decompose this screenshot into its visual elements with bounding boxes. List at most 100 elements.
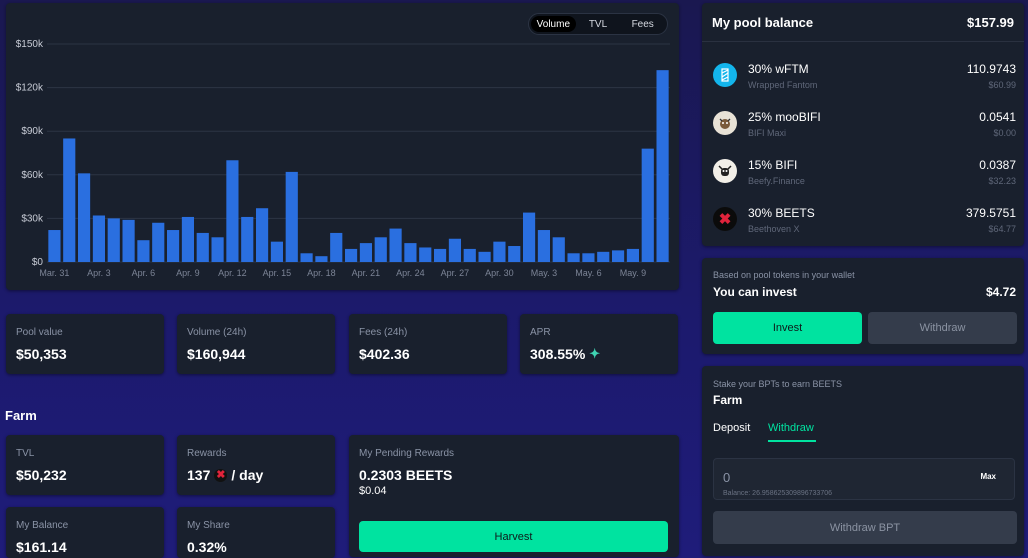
volume-bar[interactable] <box>597 251 610 262</box>
y-tick-label: $90k <box>21 126 44 137</box>
sparkle-icon[interactable]: ✦ <box>589 346 601 361</box>
toggle-tvl[interactable]: TVL <box>588 18 608 30</box>
token-usd: $0.00 <box>993 128 1016 138</box>
volume-bar[interactable] <box>419 247 432 262</box>
harvest-button[interactable]: Harvest <box>359 521 668 552</box>
withdraw-button[interactable]: Withdraw <box>868 312 1017 344</box>
volume-bar[interactable] <box>552 237 565 262</box>
tab-deposit[interactable]: Deposit <box>713 422 751 434</box>
token-name: 25% mooBIFI <box>748 110 821 124</box>
volume-bar[interactable] <box>78 173 91 262</box>
stat-label: TVL <box>16 448 35 459</box>
token-name: 15% BIFI <box>748 158 798 172</box>
stat-value: $50,232 <box>16 467 154 483</box>
volume-bar[interactable] <box>211 237 224 262</box>
pool-balance-title: My pool balance <box>712 14 814 30</box>
y-tick-label: $60k <box>21 170 44 181</box>
volume-bar[interactable] <box>567 253 580 262</box>
volume-bar[interactable] <box>448 238 461 262</box>
tab-withdraw[interactable]: Withdraw <box>768 422 814 434</box>
token-amount: 0.0541 <box>979 110 1016 124</box>
token-row-bifi: 15% BIFI Beefy.Finance 0.0387 $32.23 <box>702 151 1024 199</box>
toggle-volume[interactable]: Volume <box>531 16 576 32</box>
volume-bar[interactable] <box>537 230 550 262</box>
beets-icon: ✖ <box>713 207 737 231</box>
token-row-beets: ✖ 30% BEETS Beethoven X 379.5751 $64.77 <box>702 199 1024 247</box>
x-tick-label: Apr. 27 <box>441 268 470 278</box>
stake-farm-card: Stake your BPTs to earn BEETS Farm Depos… <box>702 366 1024 556</box>
farm-my-share-card: My Share 0.32% <box>177 507 335 558</box>
x-tick-label: May. 3 <box>531 268 557 278</box>
token-name: 30% wFTM <box>748 62 809 76</box>
x-tick-label: May. 6 <box>575 268 601 278</box>
toggle-fees[interactable]: Fees <box>631 18 654 30</box>
volume-bar[interactable] <box>463 248 476 262</box>
volume-bar[interactable] <box>285 171 298 262</box>
stat-label: Volume (24h) <box>187 327 247 338</box>
volume-bar[interactable] <box>523 212 536 262</box>
rewards-amount: 137 <box>187 467 211 483</box>
volume-bar[interactable] <box>196 232 209 262</box>
volume-bar[interactable] <box>508 246 521 262</box>
volume-bar[interactable] <box>181 216 194 262</box>
x-tick-label: Apr. 9 <box>176 268 200 278</box>
volume-bar[interactable] <box>270 241 283 262</box>
volume-bar[interactable] <box>48 230 61 262</box>
volume-bar[interactable] <box>330 232 343 262</box>
volume-bar[interactable] <box>92 215 105 262</box>
volume-bar[interactable] <box>582 253 595 262</box>
invest-value: $4.72 <box>985 285 1016 299</box>
token-usd: $64.77 <box>988 224 1016 234</box>
volume-bar[interactable] <box>256 208 269 262</box>
moobifi-icon <box>713 111 737 135</box>
stat-value: $160,944 <box>187 346 325 362</box>
stat-value-text: $160,944 <box>187 346 246 362</box>
token-subtitle: BIFI Maxi <box>748 128 787 138</box>
volume-bar[interactable] <box>63 138 76 262</box>
volume-bar[interactable] <box>434 248 447 262</box>
volume-bar[interactable] <box>656 70 669 262</box>
volume-bar[interactable] <box>626 248 639 262</box>
stat-fees-24h: Fees (24h) $402.36 <box>349 314 507 374</box>
volume-bar[interactable] <box>493 241 506 262</box>
volume-bar[interactable] <box>241 216 254 262</box>
volume-bar[interactable] <box>122 219 135 262</box>
token-usd: $32.23 <box>988 176 1016 186</box>
volume-bar[interactable] <box>612 250 625 262</box>
volume-bar[interactable] <box>374 237 387 262</box>
max-button[interactable]: Max <box>980 472 996 481</box>
token-subtitle: Beefy.Finance <box>748 176 805 186</box>
token-amount: 110.9743 <box>966 62 1016 76</box>
farm-my-balance-card: My Balance $161.14 <box>6 507 164 558</box>
volume-bar[interactable] <box>404 243 417 262</box>
rewards-unit: / day <box>231 467 264 483</box>
invest-hint: Based on pool tokens in your wallet <box>713 270 855 280</box>
volume-bar[interactable] <box>137 240 150 262</box>
stake-hint: Stake your BPTs to earn BEETS <box>713 379 843 389</box>
stat-value: 308.55% ✦ <box>530 346 668 362</box>
withdraw-bpt-button[interactable]: Withdraw BPT <box>713 511 1017 544</box>
volume-bar[interactable] <box>152 222 165 262</box>
volume-bar[interactable] <box>107 218 120 262</box>
x-tick-label: Apr. 12 <box>218 268 247 278</box>
volume-bar[interactable] <box>300 253 313 262</box>
volume-bar[interactable] <box>315 256 328 262</box>
volume-bar[interactable] <box>345 248 358 262</box>
invest-button[interactable]: Invest <box>713 312 862 344</box>
farm-section-title: Farm <box>5 408 37 423</box>
x-tick-label: Mar. 31 <box>39 268 69 278</box>
token-usd: $60.99 <box>988 80 1016 90</box>
stat-apr: APR 308.55% ✦ <box>520 314 678 374</box>
volume-bar[interactable] <box>478 251 491 262</box>
stat-volume-24h: Volume (24h) $160,944 <box>177 314 335 374</box>
farm-tvl-value: $50,232 <box>16 467 67 483</box>
withdraw-amount-field[interactable]: 0 Max Balance: 26.958625309896733706 <box>713 458 1015 500</box>
volume-bar[interactable] <box>167 230 180 262</box>
volume-bar[interactable] <box>641 148 654 262</box>
volume-bar[interactable] <box>389 228 402 262</box>
volume-bar[interactable] <box>226 160 239 262</box>
y-tick-label: $0 <box>32 257 44 268</box>
fantom-icon <box>713 63 737 87</box>
volume-bar[interactable] <box>359 243 372 262</box>
